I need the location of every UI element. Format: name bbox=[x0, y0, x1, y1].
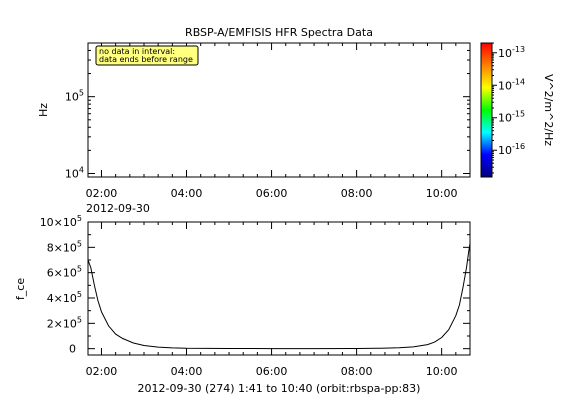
colorbar-tick-label: 10-13 bbox=[498, 45, 525, 60]
x-tick-label: 02:00 bbox=[86, 365, 118, 378]
x-tick-label: 08:00 bbox=[341, 187, 373, 200]
chart-title: RBSP-A/EMFISIS HFR Spectra Data bbox=[185, 26, 373, 39]
annotation-line-2: data ends before range bbox=[99, 55, 193, 64]
x-tick-label: 02:00 bbox=[86, 187, 118, 200]
x-tick-label: 04:00 bbox=[171, 187, 203, 200]
annotation-box bbox=[95, 45, 199, 66]
x-tick-label: 08:00 bbox=[341, 365, 373, 378]
spectrogram-y-label: Hz bbox=[37, 103, 50, 117]
y-tick-label: 104 bbox=[65, 165, 84, 180]
y-tick-label: 0 bbox=[69, 343, 76, 356]
y-tick-label: 4×105 bbox=[47, 290, 82, 305]
y-tick-label: 6×105 bbox=[47, 265, 82, 280]
date-label: 2012-09-30 bbox=[86, 202, 150, 215]
x-tick-label: 06:00 bbox=[256, 187, 288, 200]
spectrogram-y-axis: 104 105 bbox=[65, 42, 470, 180]
annotation-line-1: no data in interval: bbox=[99, 47, 175, 56]
colorbar-tick-label: 10-14 bbox=[498, 77, 525, 92]
spectrogram-x-axis: 02:00 04:00 06:00 08:00 10:00 bbox=[86, 43, 471, 200]
fce-plot-area bbox=[87, 221, 471, 356]
fce-line bbox=[87, 243, 471, 350]
y-tick-label: 10×105 bbox=[40, 214, 82, 229]
fce-x-axis: 02:00 04:00 06:00 08:00 10:00 bbox=[86, 222, 471, 378]
y-tick-label: 105 bbox=[65, 89, 84, 104]
x-axis-label: 2012-09-30 (274) 1:41 to 10:40 (orbit:rb… bbox=[138, 382, 421, 395]
x-tick-label: 10:00 bbox=[426, 365, 458, 378]
y-tick-label: 8×105 bbox=[47, 239, 82, 254]
fce-y-label: f_ce bbox=[14, 278, 27, 300]
no-data-annotation: no data in interval: data ends before ra… bbox=[95, 45, 199, 66]
y-tick-label: 2×105 bbox=[47, 315, 82, 330]
colorbar-axis: 10-13 10-14 10-15 10-16 bbox=[492, 42, 525, 174]
colorbar-tick-label: 10-16 bbox=[498, 142, 525, 157]
spectrogram-panel: RBSP-A/EMFISIS HFR Spectra Data 104 105 H… bbox=[37, 26, 555, 215]
fce-y-axis: 0 2×105 4×105 6×105 8×105 10×105 bbox=[40, 214, 470, 356]
colorbar: 10-13 10-14 10-15 10-16 V^2/m^2/Hz bbox=[480, 42, 555, 178]
fce-panel: 0 2×105 4×105 6×105 8×105 10×105 f_ce 02:00 04… bbox=[14, 214, 471, 395]
colorbar-label: V^2/m^2/Hz bbox=[542, 74, 555, 146]
x-tick-label: 10:00 bbox=[426, 187, 458, 200]
colorbar-tick-label: 10-15 bbox=[498, 110, 525, 125]
x-tick-label: 04:00 bbox=[171, 365, 203, 378]
x-tick-label: 06:00 bbox=[256, 365, 288, 378]
colorbar-gradient bbox=[480, 42, 493, 178]
